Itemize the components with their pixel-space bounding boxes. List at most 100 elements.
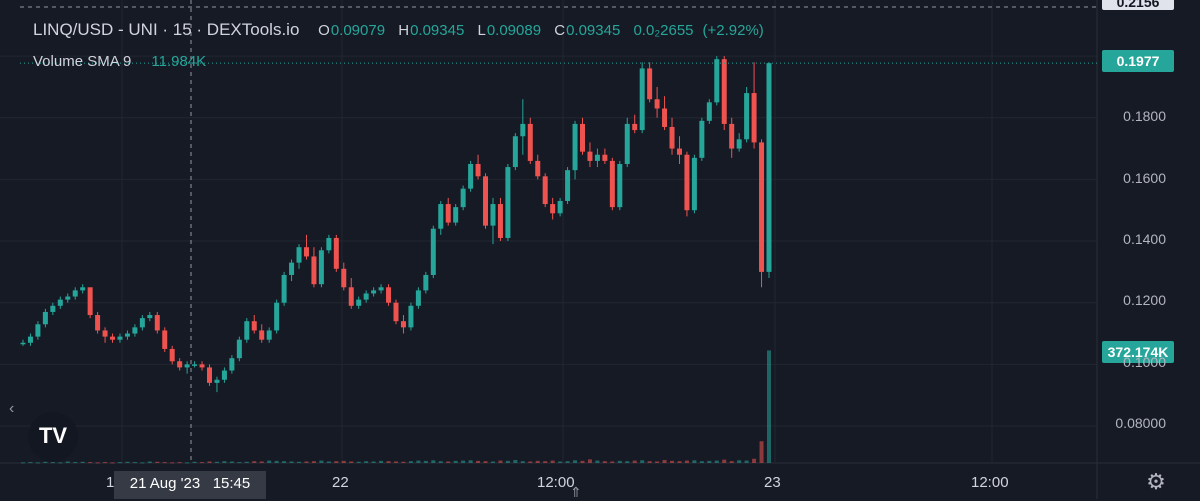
candle-body xyxy=(363,293,369,300)
candle-body xyxy=(483,176,489,226)
time-axis-label: 12:00 xyxy=(971,474,1009,491)
volume-bar xyxy=(185,462,190,464)
candle-body xyxy=(147,315,153,319)
volume-bar xyxy=(528,461,533,463)
volume-bar xyxy=(282,461,287,463)
volume-bar xyxy=(289,461,294,463)
candle-body xyxy=(557,200,563,214)
volume-bar xyxy=(35,462,40,464)
symbol-title: LINQ/USD - UNI · 15 · DEXTools.io xyxy=(33,20,300,39)
volume-bar xyxy=(319,460,324,463)
volume-bar xyxy=(543,461,548,463)
candle-body xyxy=(274,302,280,331)
candle-body xyxy=(386,287,392,303)
candle-body xyxy=(684,154,690,211)
candle-body xyxy=(184,364,190,368)
gear-icon[interactable]: ⚙ xyxy=(1146,469,1166,494)
candle-body xyxy=(303,247,309,257)
candle-body xyxy=(497,204,503,238)
chevron-up-icon[interactable]: ⇑ xyxy=(570,484,582,500)
volume-bar xyxy=(259,461,264,463)
volume-bar xyxy=(587,459,592,463)
candle-body xyxy=(468,163,474,189)
candle-body xyxy=(445,204,451,223)
price-axis-label: 0.1800 xyxy=(1123,108,1166,124)
volume-series xyxy=(21,350,771,464)
volume-bar xyxy=(602,461,607,463)
ohlc-high-key: H xyxy=(398,22,410,39)
candle-body xyxy=(408,305,414,328)
volume-bar xyxy=(80,461,85,463)
volume-bar xyxy=(341,460,346,463)
volume-bar xyxy=(722,459,727,463)
volume-bar xyxy=(222,461,227,463)
volume-bar xyxy=(237,462,242,464)
ohlc-close-value: 0.09345 xyxy=(566,22,621,39)
candle-body xyxy=(400,321,406,328)
volume-bar xyxy=(684,460,689,463)
candle-body xyxy=(602,154,608,161)
volume-bar xyxy=(468,460,473,463)
candle-body xyxy=(20,342,26,345)
candle-body xyxy=(169,348,175,362)
volume-bar xyxy=(252,461,257,463)
volume-bar xyxy=(88,462,93,464)
volume-bar xyxy=(498,460,503,463)
candle-body xyxy=(244,321,250,340)
price-axis-label: 0.1400 xyxy=(1123,231,1166,247)
volume-bar xyxy=(565,461,570,463)
crosshair-date: 21 Aug '23 xyxy=(129,475,201,492)
volume-bar xyxy=(50,462,55,464)
volume-bar xyxy=(356,461,361,463)
candle-body xyxy=(110,336,116,340)
volume-bar xyxy=(170,462,175,464)
volume-legend[interactable]: Volume SMA 9 11.984K xyxy=(33,53,206,70)
volume-bar xyxy=(304,461,309,463)
price-axis-label: 0.08000 xyxy=(1115,415,1166,431)
volume-bar xyxy=(43,461,48,463)
crosshair-time-label: 21 Aug '23 15:45 xyxy=(114,471,266,499)
volume-bar xyxy=(162,462,167,464)
volume-bar xyxy=(767,350,771,463)
top-price-label: 0.2156 xyxy=(1102,0,1174,10)
candle-body xyxy=(124,333,130,337)
candle-body xyxy=(333,237,339,269)
candle-body xyxy=(542,176,548,205)
volume-bar xyxy=(476,460,481,463)
candle-body xyxy=(721,59,727,124)
current-price-tag: 0.1977 xyxy=(1102,50,1174,72)
tradingview-logo-icon[interactable]: TV xyxy=(28,412,78,462)
candle-body xyxy=(766,63,772,272)
volume-bar xyxy=(490,461,495,463)
volume-bar xyxy=(326,461,331,463)
candle-body xyxy=(759,142,765,272)
volume-bar xyxy=(177,462,182,464)
volume-bar xyxy=(431,460,436,463)
volume-bar xyxy=(744,460,749,463)
volume-bar xyxy=(461,460,466,463)
volume-bar xyxy=(625,461,630,463)
volume-bar xyxy=(573,460,578,463)
chevron-left-icon[interactable]: ‹ xyxy=(9,400,15,417)
volume-bar xyxy=(371,461,376,463)
volume-bar xyxy=(103,462,108,464)
candle-body xyxy=(475,163,481,177)
candle-body xyxy=(289,262,295,275)
candle-body xyxy=(95,315,101,331)
candle-body xyxy=(65,296,71,300)
volume-bar xyxy=(580,460,585,463)
candle-body xyxy=(415,290,421,306)
volume-bar xyxy=(550,460,555,463)
candle-body xyxy=(192,364,198,366)
candle-body xyxy=(624,123,630,164)
volume-bar xyxy=(446,461,451,463)
candle-body xyxy=(587,151,593,161)
volume-bar xyxy=(73,462,78,464)
volume-bar xyxy=(535,460,540,463)
crosshair-time: 15:45 xyxy=(212,475,251,492)
candle-body xyxy=(572,123,578,171)
candle-body xyxy=(691,157,697,211)
candle-body xyxy=(50,305,56,312)
ohlc-values: O0.09079 H0.09345 L0.09089 C0.09345 0.0₂… xyxy=(318,22,773,39)
